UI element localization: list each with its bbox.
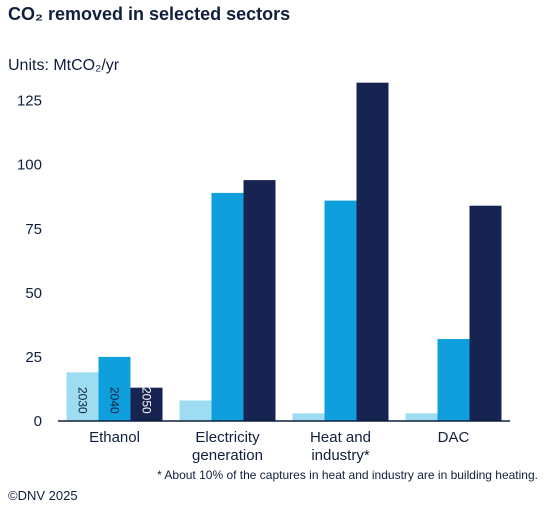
bar-2030-cat-3 <box>405 413 438 421</box>
category-label: Ethanol <box>89 429 140 446</box>
bar-2040-cat-2 <box>324 200 357 421</box>
y-tick-label: 100 <box>17 157 42 174</box>
category-label: DAC <box>438 429 470 446</box>
bar-2030-cat-0 <box>66 372 99 421</box>
units-prefix: Units: <box>8 57 53 74</box>
y-axis-ticks: 0 25 50 75 100 125 <box>17 93 42 430</box>
bar-2030-cat-1 <box>179 400 212 421</box>
bar-2040-cat-1 <box>211 192 244 421</box>
series-label-2050: 2050 <box>140 387 154 414</box>
y-tick-label: 50 <box>25 285 42 302</box>
category-label: Electricity generation <box>192 429 263 464</box>
y-tick-label: 25 <box>25 349 42 366</box>
y-tick-label: 125 <box>17 93 42 110</box>
category-label-line: DAC <box>438 429 470 446</box>
chart-title: CO₂ removed in selected sectors <box>8 4 290 24</box>
series-labels: 2030 2040 2050 <box>76 387 154 414</box>
series-label-2030: 2030 <box>76 387 90 414</box>
bar-2050-cat-0 <box>130 387 163 421</box>
y-tick-label: 0 <box>34 413 42 430</box>
bar-2050-cat-1 <box>243 180 276 421</box>
bar-2040-cat-0 <box>98 356 131 421</box>
units-value: MtCO₂/yr <box>53 57 119 74</box>
series-label-2040: 2040 <box>108 387 122 414</box>
category-label-line: Heat and <box>310 429 371 446</box>
bars <box>66 82 502 421</box>
y-tick-label: 75 <box>25 221 42 238</box>
category-labels: Ethanol Electricity generation Heat and indu… <box>89 429 469 464</box>
units-label: Units: MtCO₂/yr <box>8 57 120 74</box>
footnote: * About 10% of the captures in heat and … <box>157 468 538 482</box>
category-label-line: Ethanol <box>89 429 140 446</box>
category-label-line: generation <box>192 447 263 464</box>
credit: ©DNV 2025 <box>8 488 78 503</box>
bar-2050-cat-3 <box>469 205 502 421</box>
bar-2040-cat-3 <box>437 338 470 421</box>
category-label-line: Electricity <box>195 429 260 446</box>
bar-2030-cat-2 <box>292 413 325 421</box>
category-label: Heat and industry* <box>310 429 371 464</box>
bar-2050-cat-2 <box>356 82 389 421</box>
category-label-line: industry* <box>311 447 370 464</box>
